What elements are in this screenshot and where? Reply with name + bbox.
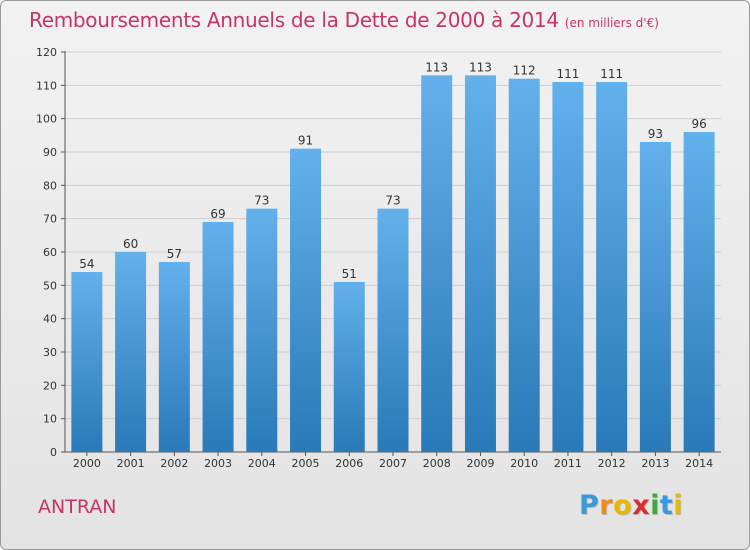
x-tick-label-2012: 2012 (598, 457, 626, 470)
y-tick-label-100: 100 (36, 113, 57, 126)
x-tick-labels: 2000 2001 2002 2003 2004 2005 2006 2007 2008 2009… (73, 457, 713, 470)
x-tick-label-2006: 2006 (335, 457, 363, 470)
bar-2010 (508, 78, 540, 453)
bar-2011 (552, 82, 584, 452)
y-tick-label-30: 30 (43, 346, 57, 359)
y-tick-label-20: 20 (43, 379, 57, 392)
logo-letter-5: t (659, 490, 674, 521)
proxiti-logo: Proxiti (579, 490, 683, 521)
data-label-2006: 51 (342, 267, 357, 281)
data-label-2007: 73 (385, 194, 400, 208)
logo-letter-2: o (613, 490, 633, 521)
x-tick-label-2003: 2003 (204, 457, 232, 470)
y-tick-label-90: 90 (43, 146, 57, 159)
data-labels: 54 60 57 69 73 91 51 73 113 113 112 111 111 93 96 (79, 60, 707, 281)
bar-2013 (639, 142, 671, 452)
y-tick-label-120: 120 (36, 46, 57, 59)
logo-letter-3: x (632, 490, 651, 521)
logo-letter-0: P (579, 490, 600, 521)
x-tick-label-2007: 2007 (379, 457, 407, 470)
bar-2001 (115, 252, 147, 452)
logo-letter-6: i (673, 490, 684, 521)
chart-title: Remboursements Annuels de la Dette de 20… (29, 8, 659, 32)
data-label-2014: 96 (691, 117, 706, 131)
x-tick-label-2008: 2008 (423, 457, 451, 470)
title-text: Remboursements Annuels de la Dette de 20… (29, 8, 559, 32)
data-label-2008: 113 (425, 60, 448, 74)
x-tick-label-2013: 2013 (641, 457, 669, 470)
bars (71, 75, 715, 453)
bar-2007 (377, 208, 409, 452)
x-tick-label-2011: 2011 (554, 457, 582, 470)
data-label-2005: 91 (298, 134, 313, 148)
data-label-2011: 111 (556, 67, 579, 81)
x-tick-label-2005: 2005 (292, 457, 320, 470)
bar-2004 (246, 208, 278, 452)
data-label-2000: 54 (79, 257, 94, 271)
unit-note: (en milliers d'€) (564, 16, 659, 30)
data-label-2013: 93 (648, 127, 663, 141)
y-tick-label-40: 40 (43, 313, 57, 326)
data-label-2010: 112 (513, 64, 536, 78)
bar-2008 (421, 75, 453, 452)
logo-letter-4: i (650, 490, 660, 521)
bar-2014 (683, 132, 715, 452)
data-label-2012: 111 (600, 67, 623, 81)
bar-2003 (202, 222, 234, 452)
data-label-2003: 69 (210, 207, 225, 221)
y-tick-label-50: 50 (43, 279, 57, 292)
x-tick-label-2014: 2014 (685, 457, 713, 470)
x-tick-label-2010: 2010 (510, 457, 538, 470)
x-tick-label-2000: 2000 (73, 457, 101, 470)
commune-name: ANTRAN (38, 496, 117, 518)
y-tick-label-0: 0 (50, 446, 57, 459)
bar-2006 (333, 282, 365, 452)
y-tick-label-110: 110 (36, 79, 57, 92)
logo-letter-1: r (599, 490, 614, 521)
bar-2012 (596, 82, 628, 452)
data-label-2002: 57 (167, 247, 182, 261)
bar-2005 (290, 148, 322, 452)
y-tick-label-10: 10 (43, 413, 57, 426)
y-tick-label-70: 70 (43, 213, 57, 226)
data-label-2004: 73 (254, 194, 269, 208)
bar-2009 (464, 75, 496, 452)
data-label-2009: 113 (469, 60, 492, 74)
x-tick-label-2002: 2002 (160, 457, 188, 470)
bar-2002 (158, 262, 190, 452)
x-tick-label-2004: 2004 (248, 457, 276, 470)
x-tick-label-2009: 2009 (466, 457, 494, 470)
bar-2000 (71, 272, 103, 452)
y-tick-label-60: 60 (43, 246, 57, 259)
y-tick-labels: 0 10 20 30 40 50 60 70 80 90 100 110 120 (36, 46, 57, 459)
x-tick-label-2001: 2001 (117, 457, 145, 470)
data-label-2001: 60 (123, 237, 138, 251)
y-tick-label-80: 80 (43, 179, 57, 192)
